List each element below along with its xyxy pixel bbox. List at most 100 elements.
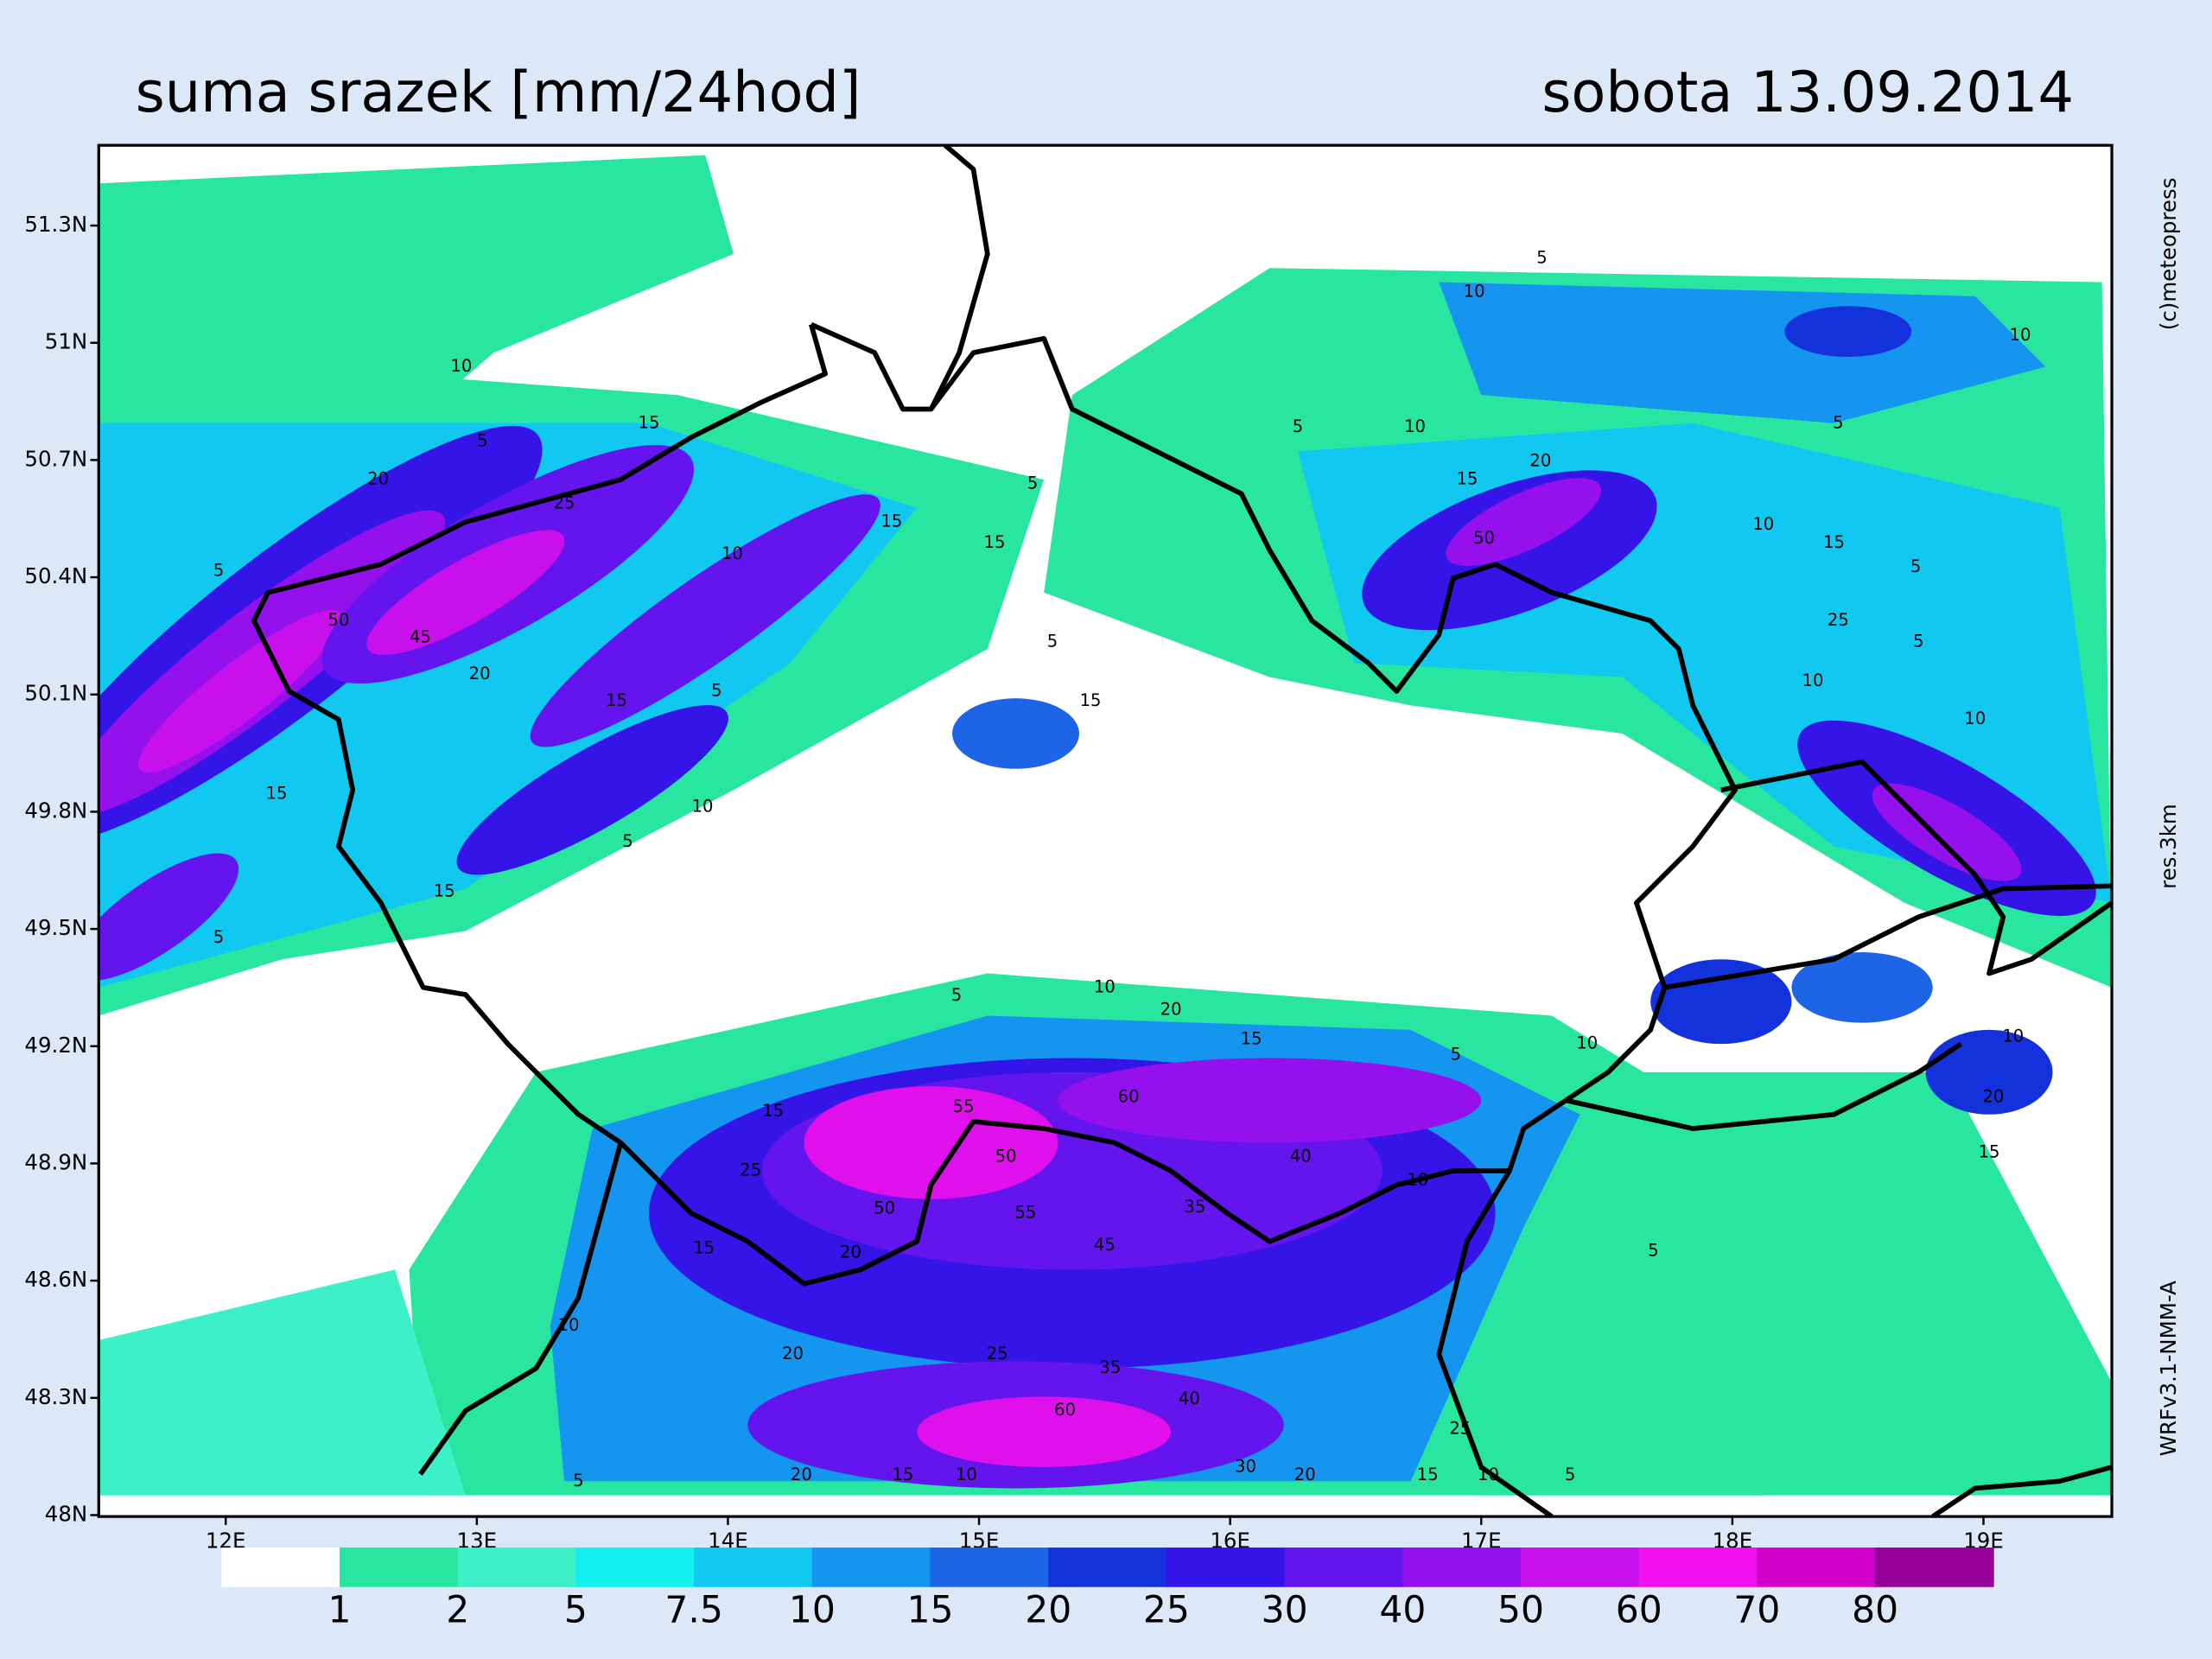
- contour-label: 25: [987, 1344, 1008, 1363]
- model: WRFv3.1-NMM-A: [2156, 1281, 2181, 1456]
- country-border: [418, 1141, 624, 1476]
- colorbar-label: 50: [1497, 1590, 1544, 1632]
- contour-label: 10: [1407, 1170, 1428, 1190]
- contour-label: 25: [554, 493, 575, 512]
- precip-area: [99, 1269, 466, 1496]
- contour-label: 50: [995, 1146, 1017, 1166]
- copyright: (c)meteopress: [2156, 178, 2181, 331]
- contour-label: 45: [410, 626, 431, 646]
- colorbar-box: [930, 1548, 1050, 1587]
- precip-area: [366, 530, 565, 656]
- contour-label: 50: [874, 1198, 895, 1218]
- contour-label: 60: [1054, 1400, 1076, 1420]
- contour-label: 10: [450, 356, 472, 376]
- contour-label: 15: [1456, 469, 1478, 489]
- contour-label: 15: [606, 690, 627, 710]
- contour-label: 5: [622, 831, 632, 851]
- contour-label: 10: [1464, 281, 1485, 301]
- colorbar-box: [1521, 1548, 1640, 1587]
- contour-label: 15: [762, 1101, 784, 1121]
- contour-label: 5: [573, 1471, 583, 1491]
- colorbar-box: [1284, 1548, 1404, 1587]
- precip-area: [530, 494, 880, 747]
- contour-label: 20: [840, 1242, 861, 1262]
- colorbar-box: [221, 1548, 340, 1587]
- contour-label: 5: [213, 927, 224, 947]
- contour-label: 10: [692, 796, 714, 816]
- contour-label: 45: [1094, 1235, 1116, 1255]
- colorbar-label: 70: [1733, 1590, 1780, 1632]
- contour-label: 40: [1179, 1389, 1200, 1408]
- lat-tick-label: 48.3N: [24, 1384, 87, 1409]
- contour-label: 20: [782, 1344, 804, 1363]
- colorbar-label: 25: [1143, 1590, 1190, 1632]
- country-border: [1664, 883, 2113, 990]
- colorbar-box: [811, 1548, 931, 1587]
- contour-label: 20: [1294, 1465, 1316, 1484]
- colorbar-label: 80: [1852, 1590, 1898, 1632]
- colorbar-label: 5: [564, 1590, 588, 1632]
- precip-area: [804, 1086, 1058, 1199]
- contour-label: 20: [1529, 450, 1551, 470]
- country-border: [1931, 1465, 2113, 1517]
- map-frame: [97, 143, 2113, 1518]
- contour-label: 35: [1184, 1197, 1205, 1217]
- lat-tick-label: 51.3N: [24, 212, 87, 237]
- colorbar-label: 2: [446, 1590, 469, 1632]
- contour-label: 40: [1290, 1146, 1312, 1166]
- contour-label: 5: [1293, 416, 1303, 436]
- colorbar-label: 1: [328, 1590, 352, 1632]
- resolution: res.3km: [2156, 804, 2181, 889]
- contour-label: 5: [1451, 1045, 1461, 1065]
- lat-tick-label: 48.9N: [24, 1149, 87, 1174]
- colorbar-box: [457, 1548, 577, 1587]
- contour-label: 10: [1094, 976, 1116, 996]
- contour-label: 5: [951, 985, 962, 1005]
- lat-tick-label: 50.4N: [24, 563, 87, 588]
- precip-area: [99, 155, 734, 847]
- contour-label: 60: [1118, 1087, 1140, 1107]
- contour-label: 5: [1565, 1465, 1575, 1484]
- contour-label: 15: [1417, 1465, 1439, 1484]
- contour-label: 55: [953, 1096, 975, 1116]
- precip-area: [1791, 952, 1933, 1023]
- contour-label: 15: [892, 1465, 913, 1484]
- lat-tick-label: 51N: [45, 329, 87, 354]
- precip-area: [952, 698, 1079, 769]
- colorbar-label: 15: [907, 1590, 954, 1632]
- precip-area: [1925, 1029, 2053, 1115]
- precip-area: [1481, 1071, 2113, 1496]
- country-border: [251, 321, 1738, 1287]
- contour-label: 15: [434, 880, 455, 900]
- contour-label: 5: [1648, 1241, 1658, 1261]
- contour-label: 20: [1982, 1087, 2004, 1107]
- precip-area: [99, 853, 239, 981]
- contour-label: 10: [1964, 709, 1986, 728]
- contour-label: 5: [213, 561, 224, 581]
- contour-label: 5: [1536, 247, 1547, 267]
- contour-label: 5: [711, 680, 721, 700]
- contour-label: 10: [1802, 671, 1823, 690]
- colorbar-box: [694, 1548, 813, 1587]
- colorbar-label: 60: [1616, 1590, 1662, 1632]
- contour-label: 10: [1404, 416, 1426, 436]
- precip-area: [1058, 1058, 1482, 1143]
- contour-label: 15: [1823, 532, 1845, 552]
- contour-label: 25: [1827, 610, 1849, 630]
- precip-area: [456, 705, 728, 875]
- precip-area: [917, 1396, 1172, 1467]
- contour-label: 10: [1576, 1033, 1598, 1053]
- colorbar-box: [1757, 1548, 1876, 1587]
- precip-area: [1446, 478, 1602, 566]
- contour-label: 15: [984, 532, 1006, 552]
- title: suma srazek [mm/24hod]: [136, 60, 861, 125]
- colorbar-box: [1875, 1548, 1994, 1587]
- precip-area: [1784, 306, 1912, 358]
- country-border: [1436, 1169, 1554, 1517]
- contour-label: 25: [1449, 1418, 1471, 1438]
- contour-label: 10: [1752, 514, 1774, 534]
- contour-label: 10: [2009, 325, 2031, 345]
- contour-label: 5: [1913, 631, 1923, 651]
- contour-label: 10: [2002, 1026, 2024, 1046]
